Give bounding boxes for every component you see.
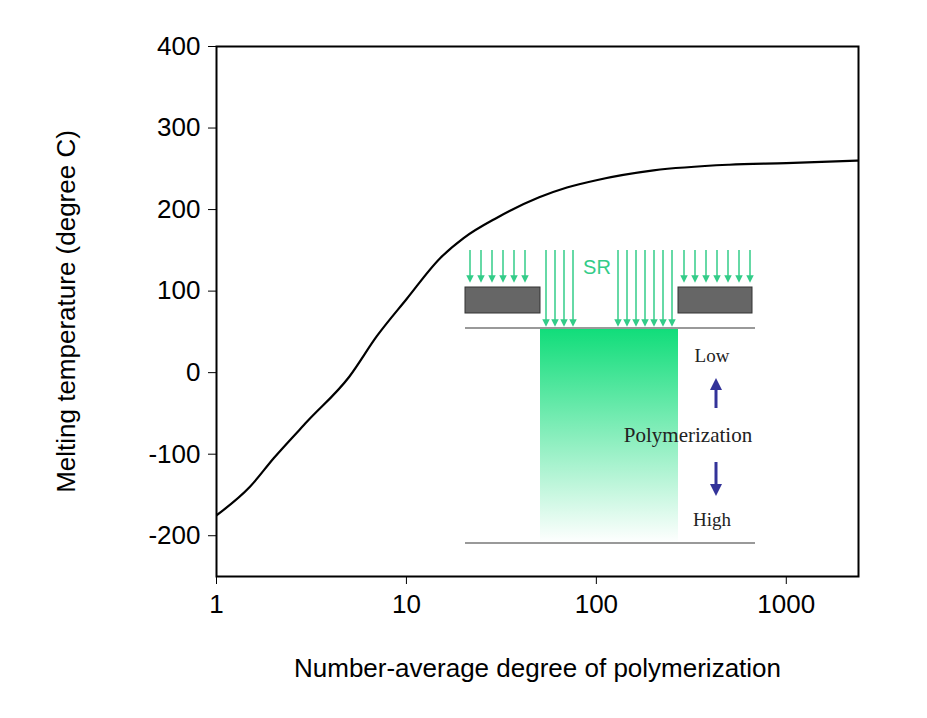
- svg-text:100: 100: [575, 589, 618, 619]
- svg-text:200: 200: [157, 194, 200, 224]
- svg-text:10: 10: [392, 589, 421, 619]
- svg-text:1: 1: [209, 589, 223, 619]
- svg-text:0: 0: [186, 357, 200, 387]
- svg-text:High: High: [693, 509, 732, 530]
- svg-text:400: 400: [157, 31, 200, 61]
- svg-text:1000: 1000: [757, 589, 815, 619]
- svg-text:300: 300: [157, 112, 200, 142]
- svg-text:-200: -200: [148, 520, 200, 550]
- svg-text:Polymerization: Polymerization: [624, 423, 753, 447]
- svg-text:-100: -100: [148, 439, 200, 469]
- svg-text:Melting temperature (degree C): Melting temperature (degree C): [51, 130, 81, 493]
- svg-text:100: 100: [157, 275, 200, 305]
- svg-text:Number-average degree of polym: Number-average degree of polymerization: [294, 653, 781, 683]
- svg-text:SR: SR: [583, 256, 611, 278]
- svg-text:Low: Low: [695, 345, 730, 366]
